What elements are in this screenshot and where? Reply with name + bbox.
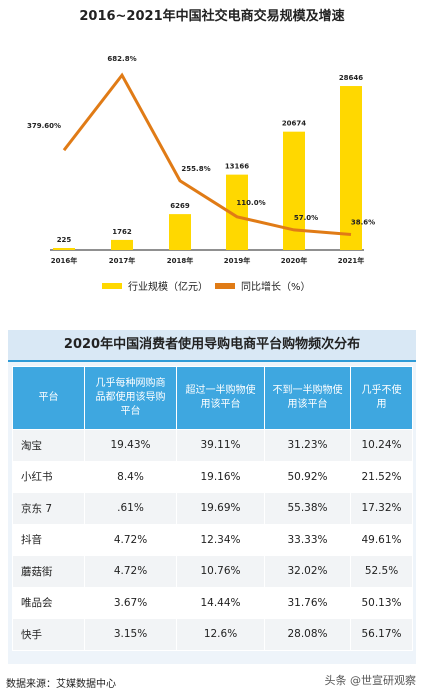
x-tick-5: 2021年 [338,256,364,265]
cell-value: 8.4% [84,460,177,493]
legend-label-bar: 行业规模（亿元） [128,280,208,293]
cell-value: 39.11% [176,429,265,462]
cell-platform: 淘宝 [12,429,85,462]
cell-value: 19.16% [176,460,265,493]
growth-chart-svg: 2016~2021年中国社交电商交易规模及增速 225 1762 6269 13166… [27,8,375,293]
cell-value: 4.72% [84,555,177,588]
cell-value: 3.67% [84,586,177,619]
bar-labels: 225 1762 6269 13166 20674 28646 [57,74,364,244]
legend-swatch-bar [102,283,122,289]
line-label-0: 379.60% [27,122,61,130]
x-tick-4: 2020年 [281,256,307,265]
legend-label-line: 同比增长（%） [241,280,311,293]
line-label-4: 57.0% [294,214,318,222]
cell-value: 33.33% [264,523,351,556]
frequency-table-panel: 2020年中国消费者使用导购电商平台购物频次分布 平台 几乎每种网购商品都使用该… [8,330,416,664]
bar-0 [53,248,75,250]
bar-3 [226,174,248,250]
bars [53,86,362,251]
cell-value: 10.24% [350,429,413,462]
col-header-under-half: 不到一半购物使用该平台 [264,366,351,430]
legend: 行业规模（亿元） 同比增长（%） [102,280,311,293]
growth-chart: 2016~2021年中国社交电商交易规模及增速 225 1762 6269 13166… [0,0,424,320]
cell-value: 17.32% [350,492,413,525]
cell-value: 3.15% [84,618,177,651]
chart-title: 2016~2021年中国社交电商交易规模及增速 [79,8,344,24]
table-row: 小红书 8.4% 19.16% 50.92% 21.52% [12,460,413,493]
cell-value: 14.44% [176,586,265,619]
bar-label-3: 13166 [225,163,249,171]
cell-value: 31.23% [264,429,351,462]
frequency-table: 平台 几乎每种网购商品都使用该导购平台 超过一半购物使用该平台 不到一半购物使用… [12,366,413,651]
table-row: 抖音 4.72% 12.34% 33.33% 49.61% [12,523,413,556]
cell-value: 21.52% [350,460,413,493]
table-row: 京东 7 .61% 19.69% 55.38% 17.32% [12,492,413,525]
cell-value: 4.72% [84,523,177,556]
x-tick-2: 2018年 [167,256,193,265]
line-labels: 379.60% 682.8% 255.8% 110.0% 57.0% 38.6% [27,55,375,226]
cell-value: 55.38% [264,492,351,525]
cell-platform: 京东 7 [12,492,85,525]
line-label-1: 682.8% [107,55,136,63]
cell-value: 31.76% [264,586,351,619]
bar-label-1: 1762 [112,228,132,236]
cell-value: 12.34% [176,523,265,556]
bar-label-4: 20674 [282,120,306,128]
cell-platform: 小红书 [12,460,85,493]
table-title: 2020年中国消费者使用导购电商平台购物频次分布 [8,330,416,362]
table-row: 淘宝 19.43% 39.11% 31.23% 10.24% [12,429,413,462]
growth-line [62,72,352,236]
x-ticks: 2016年 2017年 2018年 2019年 2020年 2021年 [51,256,364,265]
cell-platform: 蘑菇街 [12,555,85,588]
cell-value: 49.61% [350,523,413,556]
line-label-3: 110.0% [236,199,265,207]
bar-label-5: 28646 [339,74,363,82]
cell-value: 52.5% [350,555,413,588]
cell-platform: 快手 [12,618,85,651]
x-tick-0: 2016年 [51,256,77,265]
cell-value: 50.92% [264,460,351,493]
x-tick-3: 2019年 [224,256,250,265]
cell-value: 19.43% [84,429,177,462]
table-header-row: 平台 几乎每种网购商品都使用该导购平台 超过一半购物使用该平台 不到一半购物使用… [12,366,413,430]
col-header-platform: 平台 [12,366,85,430]
table-row: 唯品会 3.67% 14.44% 31.76% 50.13% [12,586,413,619]
legend-swatch-line [215,283,235,289]
cell-value: 10.76% [176,555,265,588]
bar-4 [283,131,305,250]
bar-label-0: 225 [57,236,72,244]
cell-value: 32.02% [264,555,351,588]
cell-value: 56.17% [350,618,413,651]
bar-1 [111,239,133,250]
x-tick-1: 2017年 [109,256,135,265]
col-header-almost-never: 几乎不使用 [350,366,413,430]
bar-2 [169,214,191,250]
col-header-over-half: 超过一半购物使用该平台 [176,366,265,430]
table-row: 快手 3.15% 12.6% 28.08% 56.17% [12,618,413,651]
col-header-almost-all: 几乎每种网购商品都使用该导购平台 [84,366,177,430]
cell-value: 12.6% [176,618,265,651]
line-label-5: 38.6% [351,218,375,226]
watermark: 头条 @世宣研观察 [324,674,417,687]
cell-value: .61% [84,492,177,525]
bar-5 [340,86,362,251]
line-label-2: 255.8% [181,165,210,173]
bar-label-2: 6269 [170,202,190,210]
cell-platform: 唯品会 [12,586,85,619]
data-source: 数据来源：艾媒数据中心 [6,679,116,690]
cell-platform: 抖音 [12,523,85,556]
cell-value: 50.13% [350,586,413,619]
cell-value: 19.69% [176,492,265,525]
table-row: 蘑菇街 4.72% 10.76% 32.02% 52.5% [12,555,413,588]
cell-value: 28.08% [264,618,351,651]
